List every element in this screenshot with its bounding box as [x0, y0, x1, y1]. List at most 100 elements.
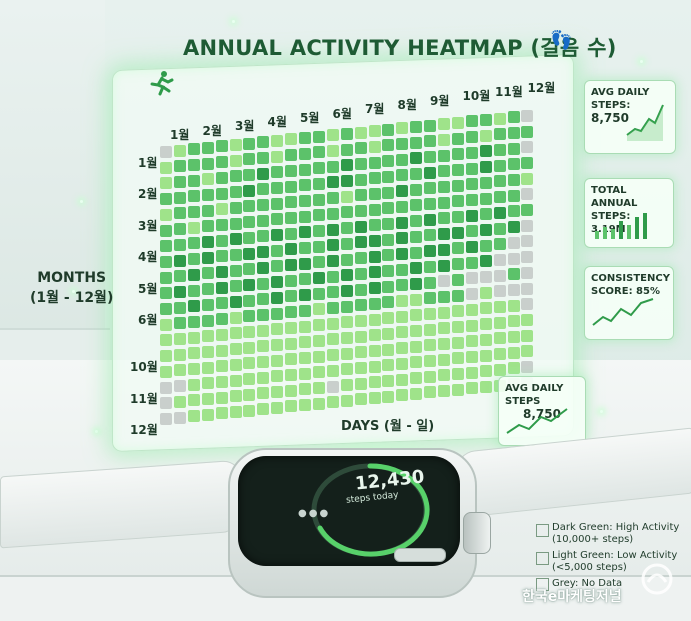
legend-label: Dark Green: High Activity: [552, 522, 680, 533]
heatmap-cell: [368, 313, 381, 326]
heatmap-cell: [312, 319, 325, 332]
heatmap-cell: [160, 161, 172, 174]
heatmap-cell: [465, 288, 478, 301]
card-line: AVG DAILY STEPS: [505, 383, 564, 407]
heatmap-cell: [507, 142, 520, 155]
heatmap-cell: [396, 247, 409, 260]
heatmap-cell: [410, 372, 423, 385]
heatmap-cell: [201, 377, 214, 390]
heatmap-cell: [299, 336, 311, 349]
heatmap-cell: [285, 306, 298, 319]
heatmap-cell: [396, 138, 409, 151]
heatmap-cell: [493, 269, 506, 282]
total-annual-steps-card: TOTAL ANNUAL STEPS: 3.19M: [584, 178, 674, 248]
legend-swatch-dark: [536, 524, 549, 537]
heatmap-cell: [215, 375, 228, 388]
heatmap-cell: [382, 312, 395, 325]
heatmap-cell: [396, 357, 409, 370]
heatmap-cell: [299, 399, 311, 411]
heatmap-cell: [382, 327, 395, 340]
heatmap-cell: [410, 183, 423, 196]
heatmap-cell: [160, 177, 172, 190]
heatmap-cell: [173, 191, 186, 204]
heatmap-cell: [438, 149, 450, 162]
heatmap-cell: [396, 279, 409, 292]
heatmap-cell: [215, 187, 228, 200]
heatmap-cell: [465, 178, 478, 191]
heatmap-cell: [368, 376, 381, 389]
heatmap-cell: [438, 118, 450, 131]
heatmap-cell: [465, 193, 478, 206]
heatmap-cell: [173, 348, 186, 361]
heatmap-cell: [285, 211, 298, 224]
heatmap-cell: [187, 331, 200, 344]
heatmap-cell: [354, 189, 367, 202]
watch-side-button[interactable]: [394, 548, 446, 562]
heatmap-cell: [479, 333, 492, 346]
heatmap-cell: [160, 240, 172, 253]
heatmap-cell: [396, 342, 409, 355]
heatmap-cell: [382, 139, 395, 152]
heatmap-cell: [285, 384, 298, 397]
heatmap-cell: [201, 361, 214, 374]
heatmap-cell: [507, 252, 520, 265]
heatmap-cell: [410, 262, 423, 275]
heatmap-cell: [396, 373, 409, 386]
heatmap-cell: [396, 216, 409, 229]
heatmap-cell: [396, 200, 409, 213]
heatmap-cell: [410, 168, 423, 181]
legend-sub: (<5,000 steps): [552, 562, 627, 573]
heatmap-cell: [479, 239, 492, 252]
heatmap-cell: [215, 250, 228, 263]
digital-crown[interactable]: [463, 512, 491, 554]
heatmap-cell: [521, 188, 534, 201]
heatmap-cell: [201, 173, 214, 186]
heatmap-cell: [493, 159, 506, 172]
heatmap-cell: [368, 297, 381, 310]
heatmap-cell: [215, 297, 228, 310]
heatmap-cell: [285, 149, 298, 162]
heatmap-cell: [326, 286, 339, 299]
heatmap-cell: [160, 224, 172, 237]
heatmap-cell: [187, 158, 200, 171]
heatmap-cell: [382, 186, 395, 199]
heatmap-cell: [285, 164, 298, 177]
heatmap-cell: [201, 330, 214, 343]
heatmap-cell: [340, 347, 353, 360]
heatmap-cell: [229, 296, 242, 309]
heatmap-cell: [493, 253, 506, 266]
heatmap-cell: [201, 141, 214, 154]
heatmap-cell: [451, 163, 464, 176]
heatmap-cell: [479, 380, 492, 393]
heatmap-cell: [160, 381, 172, 394]
row-month-label: 3월: [138, 218, 158, 233]
heatmap-cell: [451, 352, 464, 365]
heatmap-cell: [368, 250, 381, 263]
heatmap-cell: [465, 382, 478, 395]
heatmap-cell: [173, 380, 186, 393]
heatmap-cell: [187, 237, 200, 250]
months-axis-label-line2: (1월 - 12월): [30, 290, 114, 306]
heatmap-cell: [229, 201, 242, 214]
heatmap-cell: [368, 172, 381, 185]
heatmap-cell: [257, 167, 270, 180]
heatmap-cell: [312, 224, 325, 237]
heatmap-cell: [438, 338, 450, 350]
heatmap-cell: [368, 203, 381, 216]
heatmap-cell: [354, 330, 367, 343]
heatmap-cell: [451, 383, 464, 396]
heatmap-cell: [173, 411, 186, 424]
heatmap-cell: [215, 407, 228, 420]
heatmap-cell: [340, 363, 353, 376]
heatmap-cell: [187, 315, 200, 328]
heatmap-cell: [187, 347, 200, 360]
heatmap-cell: [493, 301, 506, 314]
heatmap-cell: [299, 257, 311, 270]
heatmap-cell: [368, 235, 381, 248]
heatmap-cell: [382, 123, 395, 136]
heatmap-cell: [451, 148, 464, 161]
heatmap-cell: [187, 300, 200, 313]
heatmap-cell: [271, 260, 284, 273]
heatmap-cell: [229, 343, 242, 356]
heatmap-cell: [451, 368, 464, 380]
